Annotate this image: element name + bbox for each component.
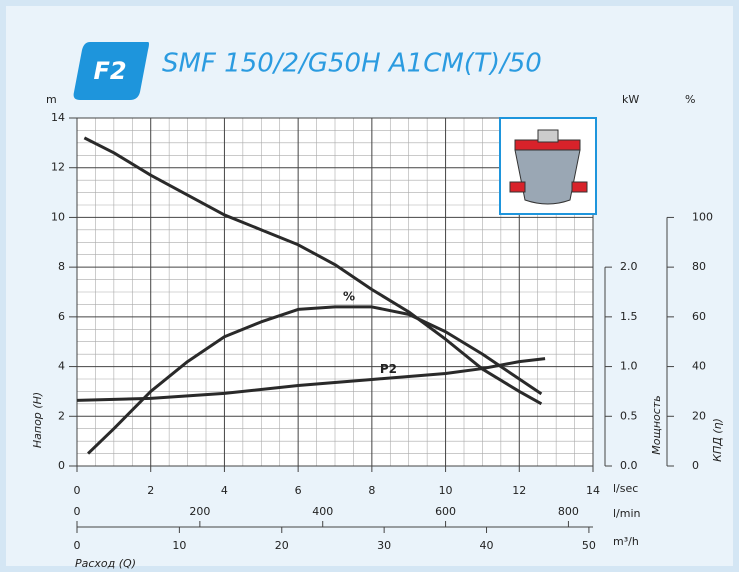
y-tick-label: 8: [58, 260, 65, 273]
curve: [87, 305, 543, 455]
x3-unit: m³/h: [613, 535, 639, 548]
badge: [73, 42, 149, 100]
x3-tick-label: 0: [74, 539, 81, 552]
y2-tick-label: 2.0: [620, 260, 638, 273]
y2-label: Мощность: [650, 395, 663, 454]
x-tick-label: 6: [295, 484, 302, 497]
x2-tick-label: 800: [558, 505, 579, 518]
y-tick-label: 12: [51, 161, 65, 174]
x2-tick-label: 600: [435, 505, 456, 518]
chart-title: SMF 150/2/G50H A1CM(T)/50: [162, 49, 542, 79]
y-tick-label: 10: [51, 210, 65, 223]
x3-tick-label: 10: [172, 539, 186, 552]
x3-tick-label: 40: [480, 539, 494, 552]
x3-tick-label: 30: [377, 539, 391, 552]
x2-tick-label: 400: [312, 505, 333, 518]
x-tick-label: 0: [74, 484, 81, 497]
x-tick-label: 14: [586, 484, 600, 497]
y3-tick-label: 0: [692, 459, 699, 472]
x-tick-label: 4: [221, 484, 228, 497]
curve: [76, 357, 546, 402]
x-tick-label: 8: [368, 484, 375, 497]
y3-tick-label: 40: [692, 360, 706, 373]
y-tick-label: 14: [51, 111, 65, 124]
x2-unit: l/min: [613, 507, 641, 520]
y3-tick-label: 20: [692, 409, 706, 422]
y-tick-label: 4: [58, 360, 65, 373]
badge-text: F2: [93, 57, 126, 85]
y3-tick-label: 100: [692, 210, 713, 223]
y-label: Напор (H): [31, 392, 44, 448]
y-tick-label: 0: [58, 459, 65, 472]
x-tick-label: 2: [147, 484, 154, 497]
x2-tick-label: 0: [74, 505, 81, 518]
curve: [83, 136, 543, 406]
y2-tick-label: 0.5: [620, 409, 638, 422]
x-label: Расход (Q): [75, 557, 136, 570]
x2-tick-label: 200: [189, 505, 210, 518]
y-tick-label: 2: [58, 409, 65, 422]
curve-label: P2: [380, 362, 397, 376]
x-tick-label: 12: [512, 484, 526, 497]
y3-tick-label: 80: [692, 260, 706, 273]
y2-unit: kW: [622, 93, 639, 106]
x-tick-label: 10: [439, 484, 453, 497]
y-tick-label: 6: [58, 310, 65, 323]
y3-unit: %: [685, 93, 695, 106]
y-unit: m: [46, 93, 57, 106]
x3-tick-label: 50: [582, 539, 596, 552]
inset-body: [514, 144, 581, 205]
x3-tick-label: 20: [275, 539, 289, 552]
curve-label: %: [343, 289, 355, 303]
y2-tick-label: 0.0: [620, 459, 638, 472]
x-unit: l/sec: [613, 482, 638, 495]
inset-top: [537, 129, 559, 143]
y3-label: КПД (η): [711, 418, 724, 462]
y3-tick-label: 60: [692, 310, 706, 323]
y2-tick-label: 1.0: [620, 360, 638, 373]
y2-tick-label: 1.5: [620, 310, 638, 323]
plot-border: [76, 117, 594, 467]
